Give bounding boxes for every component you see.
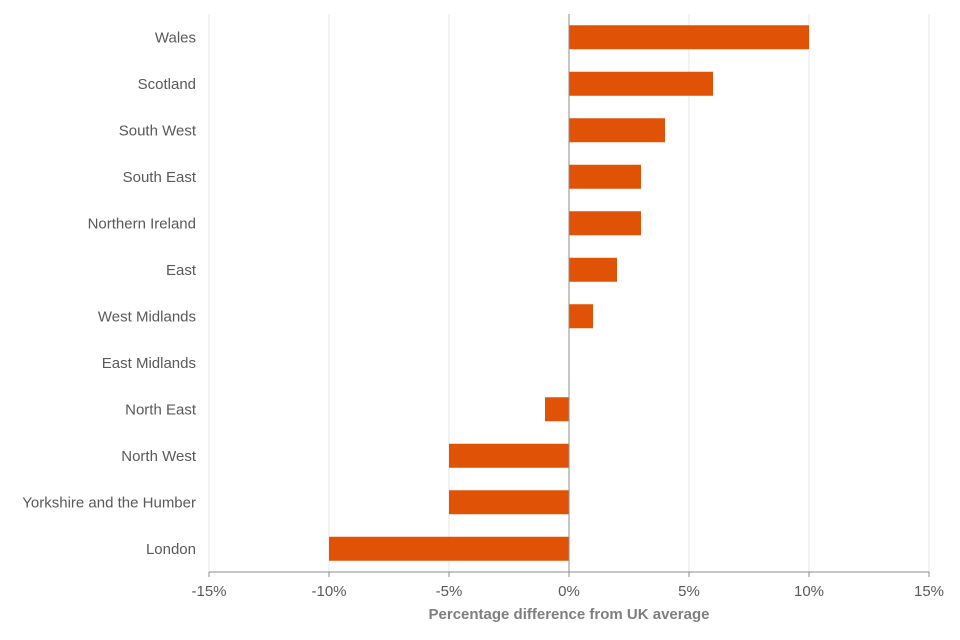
category-label-south-west: South West	[119, 122, 197, 139]
category-label-northern-ireland: Northern Ireland	[88, 215, 196, 232]
bar-wales	[569, 25, 809, 50]
bar-yorkshire-and-the-humber	[449, 490, 569, 515]
x-tick-label: 5%	[678, 583, 700, 600]
axes	[208, 14, 930, 577]
category-label-west-midlands: West Midlands	[98, 308, 196, 325]
x-tick-label: 0%	[558, 583, 580, 600]
gridlines	[208, 14, 930, 572]
category-label-east: East	[166, 262, 197, 279]
category-label-scotland: Scotland	[138, 76, 196, 93]
x-tick-label: -10%	[311, 583, 346, 600]
x-tick-label: 15%	[914, 583, 944, 600]
bar-west-midlands	[569, 304, 593, 329]
category-label-wales: Wales	[155, 29, 196, 46]
bar-london	[329, 536, 569, 561]
bar-north-west	[449, 443, 569, 468]
category-label-yorkshire-and-the-humber: Yorkshire and the Humber	[22, 494, 196, 511]
category-label-london: London	[146, 541, 196, 558]
bar-northern-ireland	[569, 211, 641, 236]
x-tick-label: -5%	[436, 583, 463, 600]
bar-south-west	[569, 118, 665, 143]
bar-scotland	[569, 71, 713, 96]
x-tick-labels: -15% -10% -5% 0% 5% 10% 15%	[191, 583, 944, 600]
bar-south-east	[569, 164, 641, 189]
x-axis-title: Percentage difference from UK average	[429, 606, 710, 623]
bar-east	[569, 257, 617, 282]
bars	[329, 25, 809, 561]
category-label-east-midlands: East Midlands	[102, 355, 196, 372]
category-label-north-west: North West	[121, 448, 197, 465]
bar-north-east	[545, 397, 569, 422]
category-label-south-east: South East	[123, 169, 197, 186]
x-tick-label: 10%	[794, 583, 824, 600]
category-labels: Wales Scotland South West South East Norther…	[22, 29, 197, 558]
x-tick-label: -15%	[191, 583, 226, 600]
category-label-north-east: North East	[125, 401, 197, 418]
